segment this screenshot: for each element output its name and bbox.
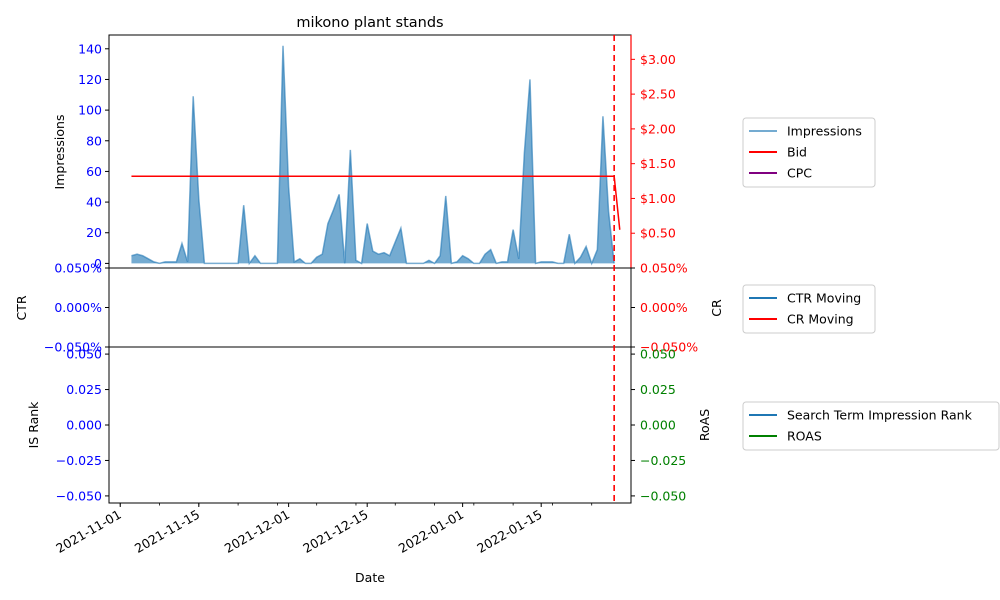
y-tick-label-left: −0.050% [44,340,102,355]
y-tick-label-left: 140 [78,41,102,56]
y-tick-label-left: 60 [86,164,102,179]
y-tick-label-right: $3.00 [640,52,676,67]
y-tick-label-left: 40 [86,195,102,210]
legend-label: Bid [787,145,807,160]
ctr-panel-frame [108,267,632,348]
rank-panel: 0.050 0.025 0.000 −0.025 −0.050 0.050 0.025 0.… [26,346,712,504]
rank-panel-frame [108,346,632,504]
legend-label: Search Term Impression Rank [787,408,973,423]
y-tick-label-right: 0.050% [640,261,688,276]
y-tick-label-left: 100 [78,103,102,118]
bid-line [131,175,621,230]
y-tick-label-left: 120 [78,72,102,87]
y-tick-label-right: $2.00 [640,121,676,136]
y-tick-label-left: 20 [86,225,102,240]
impressions-area [131,45,615,264]
legend-rank: Search Term Impression Rank ROAS [742,401,1000,451]
y-tick-label-right: 0.000 [640,418,676,433]
y-tick-label-left: 0 [94,256,102,271]
y-tick-label-left: 0.050 [66,347,102,362]
y-tick-label-right: −0.050% [640,340,698,355]
legend-label: CR Moving [787,312,854,327]
y-tick-label-left: 0.000 [66,418,102,433]
cr-axis-label: CR [709,299,724,317]
x-tick-label: 2021-12-01 [222,507,292,556]
impressions-axis-label: Impressions [52,115,67,190]
x-axis-label: Date [355,570,385,585]
legend-ctr: CTR Moving CR Moving [742,284,876,334]
y-tick-label-left: −0.050 [56,488,102,503]
y-tick-label-right: $2.50 [640,87,676,102]
y-tick-label-right: −0.050 [640,488,686,503]
y-tick-label-left: 0.000% [54,300,102,315]
impressions-panel-frame [108,34,632,269]
y-tick-label-right: $1.00 [640,191,676,206]
chart-title: mikono plant stands [296,15,443,31]
y-tick-label-left: 0.050% [54,261,102,276]
y-tick-label-left: 80 [86,133,102,148]
legend-label: CTR Moving [787,291,861,306]
impressions-panel: 0 20 40 60 80 100 120 140 $0.50 $1.00 $1.50 $2.00 $… [52,34,676,271]
legend-impressions: Impressions Bid CPC [742,117,876,188]
legend-label: ROAS [787,429,822,444]
y-tick-label-right: −0.025 [640,453,686,468]
ctr-panel: 0.050%0.000%−0.050% 0.050%0.000%−0.050% … [14,261,724,355]
y-tick-label-right: 0.025 [640,382,676,397]
y-tick-label-right: $1.50 [640,156,676,171]
x-tick-label: 2021-11-01 [53,507,123,556]
y-tick-label-left: −0.025 [56,453,102,468]
legend-box [742,401,1000,451]
impressions-line [131,45,615,266]
roas-axis-label: RoAS [697,409,712,441]
x-axis: 2021-11-01 2021-11-15 2021-12-01 2021-12-15… [53,503,593,556]
is-rank-axis-label: IS Rank [26,401,41,449]
y-tick-label-right: 0.050 [640,347,676,362]
legend-label: Impressions [787,124,862,139]
ctr-axis-label: CTR [14,295,29,320]
x-tick-label: 2022-01-01 [396,507,466,556]
x-tick-label: 2022-01-15 [474,507,544,556]
y-tick-label-right: 0.000% [640,300,688,315]
y-tick-label-left: 0.025 [66,382,102,397]
y-tick-label-right: $0.50 [640,226,676,241]
x-tick-label: 2021-12-15 [300,507,370,556]
legend-label: CPC [787,166,812,181]
legend-box [742,117,876,188]
x-tick-label: 2021-11-15 [132,507,202,556]
